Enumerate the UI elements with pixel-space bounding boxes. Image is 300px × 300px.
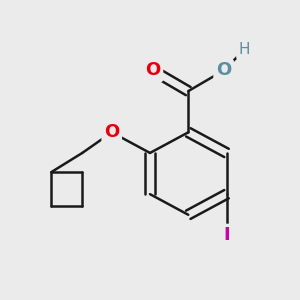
Text: I: I [223, 226, 230, 244]
Text: H: H [238, 42, 250, 57]
Text: O: O [216, 61, 231, 80]
Text: O: O [104, 123, 119, 141]
Text: O: O [145, 61, 160, 80]
